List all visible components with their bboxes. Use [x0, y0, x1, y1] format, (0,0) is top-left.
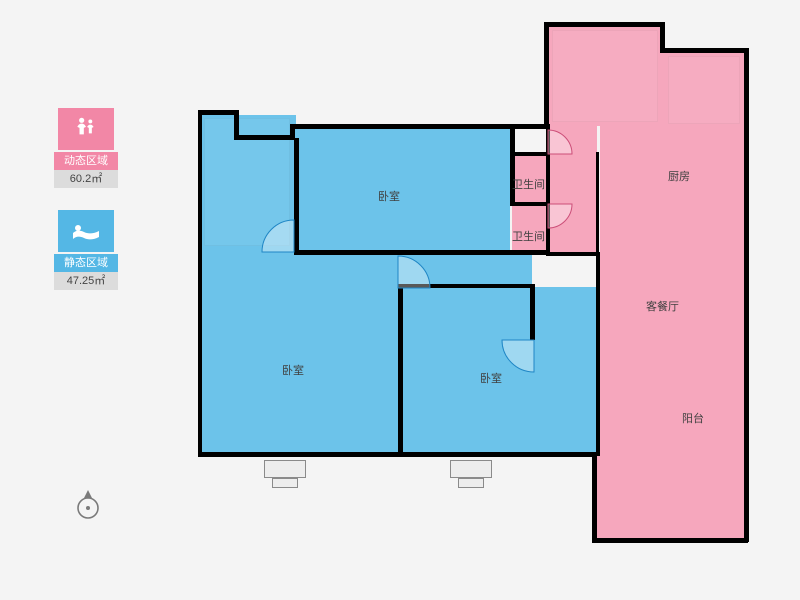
fixture — [552, 30, 658, 122]
legend-static-label: 静态区域 — [54, 254, 118, 272]
wall — [198, 110, 202, 456]
floor-plan: 卧室卧室卧室卫生间卫生间客餐厅厨房阳台 — [198, 22, 748, 570]
wall — [596, 252, 600, 456]
room-label-kitchen: 厨房 — [668, 168, 690, 184]
compass-icon — [74, 488, 102, 520]
room-label-balcony: 阳台 — [682, 410, 704, 426]
people-icon — [73, 116, 99, 142]
wall — [592, 454, 597, 542]
wall — [546, 252, 598, 256]
wall — [744, 48, 749, 542]
wall — [544, 22, 549, 127]
legend-dynamic-label: 动态区域 — [54, 152, 118, 170]
wall — [198, 452, 596, 457]
room-label-living: 客餐厅 — [646, 298, 679, 314]
wall — [234, 135, 294, 140]
legend-dynamic-icon — [58, 108, 114, 150]
room-label-bedroom1: 卧室 — [378, 188, 400, 204]
door-arc — [500, 306, 568, 374]
zone-dynamic — [600, 126, 744, 538]
room-label-bedroom3: 卧室 — [480, 370, 502, 386]
balcony-step — [264, 460, 306, 478]
door-arc — [364, 254, 432, 322]
balcony-step — [458, 478, 484, 488]
balcony-step — [272, 478, 298, 488]
wall — [198, 110, 238, 115]
door-arc — [260, 218, 328, 286]
room-label-bathroom_up: 卫生间 — [512, 176, 545, 192]
legend-dynamic-value: 60.2㎡ — [54, 170, 118, 188]
legend-static-icon — [58, 210, 114, 252]
balcony-step — [450, 460, 492, 478]
wall — [592, 538, 748, 543]
door-arc — [522, 128, 574, 180]
wall — [510, 124, 515, 206]
sleep-icon — [71, 221, 101, 241]
wall — [660, 48, 748, 53]
fixture — [668, 56, 740, 124]
wall — [234, 110, 239, 138]
legend: 动态区域 60.2㎡ 静态区域 47.25㎡ — [54, 108, 118, 312]
wall — [544, 22, 664, 27]
wall — [596, 152, 599, 254]
room-label-bathroom_down: 卫生间 — [512, 228, 545, 244]
room-label-bedroom2: 卧室 — [282, 362, 304, 378]
legend-static-value: 47.25㎡ — [54, 272, 118, 290]
